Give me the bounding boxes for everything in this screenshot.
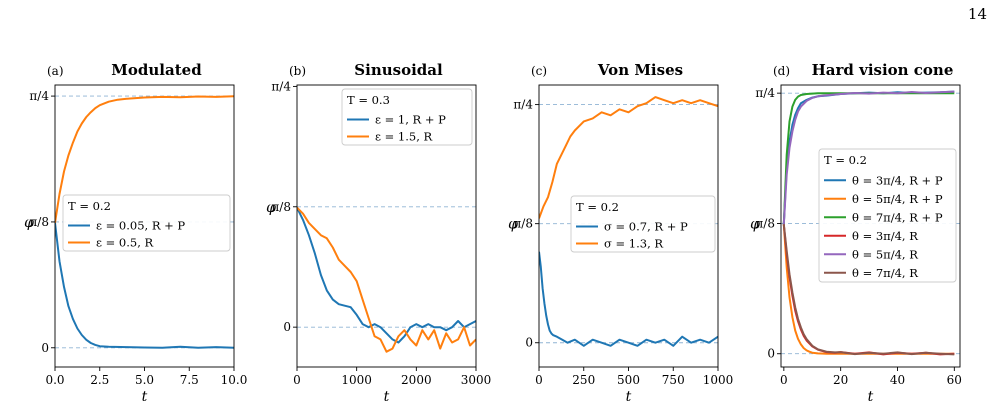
x-axis-label: t [626,389,632,405]
y-tick-label: π/8 [755,216,775,230]
series-line-1 [297,207,476,344]
x-axis-label: t [142,389,148,405]
series-line-1 [55,222,234,349]
panel-label: (b) [289,64,306,78]
x-tick-label: 1000 [703,373,734,387]
x-axis-label: t [868,389,874,405]
legend-title: T = 0.3 [347,93,390,107]
y-axis-label: φ [266,200,276,216]
x-tick-label: 0 [293,373,301,387]
y-tick-label: 0 [283,320,291,334]
legend-box [62,194,231,252]
series-line-1 [539,251,718,347]
legend-label: θ = 3π/4, R + P [852,173,943,187]
x-tick-label: 40 [890,373,905,387]
x-tick-label: 250 [572,373,595,387]
x-tick-label: 0 [780,373,788,387]
legend: T = 0.2 σ = 0.7, R + P σ = 1.3, R [570,195,716,253]
x-tick-label: 1000 [341,373,372,387]
legend-label: σ = 1.3, R [604,237,663,251]
chart-title: Sinusoidal [354,61,443,79]
series-line-5 [782,90,955,225]
chart-panel-d: 0 20 40 60 0 π/8 π/4 t φ (d) Hard vision cone T = 0… [750,61,962,405]
legend-label: σ = 0.7, R + P [604,220,688,234]
legend-label: θ = 3π/4, R [852,229,918,243]
chart-panel-b: 0 1000 2000 3000 0 π/8 π/4 t φ (b) Sinusoidal T = 0… [266,61,491,405]
x-tick-label: 3000 [461,373,492,387]
y-tick-label: π/4 [29,89,49,103]
x-tick-label: 500 [617,373,640,387]
series-line-2 [539,96,718,219]
legend-label: θ = 7π/4, R [852,266,918,280]
legend-label: θ = 5π/4, R [852,247,918,261]
legend-title: T = 0.2 [824,153,867,167]
chart-title: Hard vision cone [812,61,954,79]
x-tick-label: 0 [535,373,543,387]
legend-box [818,148,957,283]
series-line-2 [55,95,234,223]
series-line-2 [297,206,476,353]
x-tick-label: 7.5 [180,373,199,387]
y-tick-label: π/8 [29,215,49,229]
y-tick-label: 0 [525,336,533,350]
y-axis-label: φ [24,215,34,231]
y-axis-label: φ [508,217,518,233]
panel-label: (d) [773,64,790,78]
axes-frame [296,84,477,368]
y-tick-label: π/8 [513,217,533,231]
x-tick-label: 5.0 [135,373,154,387]
x-tick-label: 2.5 [90,373,109,387]
y-tick-label: π/4 [271,79,291,93]
legend-title: T = 0.2 [68,199,111,213]
legend-title: T = 0.2 [576,200,619,214]
legend-label: ε = 1.5, R [375,130,433,144]
page-number: 14 [967,5,987,23]
y-tick-label: π/8 [271,200,291,214]
legend-label: ε = 1, R + P [375,113,446,127]
x-tick-label: 20 [833,373,848,387]
y-tick-label: 0 [767,347,775,361]
chart-title: Modulated [111,61,202,79]
legend-box [570,195,716,253]
x-tick-label: 10.0 [221,373,248,387]
x-tick-label: 750 [662,373,685,387]
legend: T = 0.3 ε = 1, R + P ε = 1.5, R [341,88,473,146]
legend-box [341,88,473,146]
x-tick-label: 60 [947,373,962,387]
legend: T = 0.2 θ = 3π/4, R + P θ = 5π/4, R + P θ =… [818,148,957,283]
axes-frame [780,84,961,368]
x-tick-label: 0.0 [45,373,64,387]
panel-label: (a) [47,64,64,78]
y-tick-label: π/4 [513,98,533,112]
y-axis-label: φ [750,216,760,232]
y-tick-label: π/4 [755,86,775,100]
x-axis-label: t [384,389,390,405]
legend-label: ε = 0.5, R [96,236,154,250]
legend-label: θ = 7π/4, R + P [852,210,943,224]
chart-title: Von Mises [597,61,683,79]
panel-label: (c) [531,64,547,78]
y-tick-label: 0 [41,341,49,355]
x-tick-label: 2000 [401,373,432,387]
chart-panel-a: 0.0 2.5 5.0 7.5 10.0 0 π/8 π/4 t φ (a) Modulated T =… [24,61,247,405]
legend-label: θ = 5π/4, R + P [852,192,943,206]
legend: T = 0.2 ε = 0.05, R + P ε = 0.5, R [62,194,231,252]
series-line-6 [782,224,955,356]
chart-panel-c: 0 250 500 750 1000 0 π/8 π/4 t φ (c) Von Mises T = 0… [508,61,733,405]
legend-label: ε = 0.05, R + P [96,219,185,233]
